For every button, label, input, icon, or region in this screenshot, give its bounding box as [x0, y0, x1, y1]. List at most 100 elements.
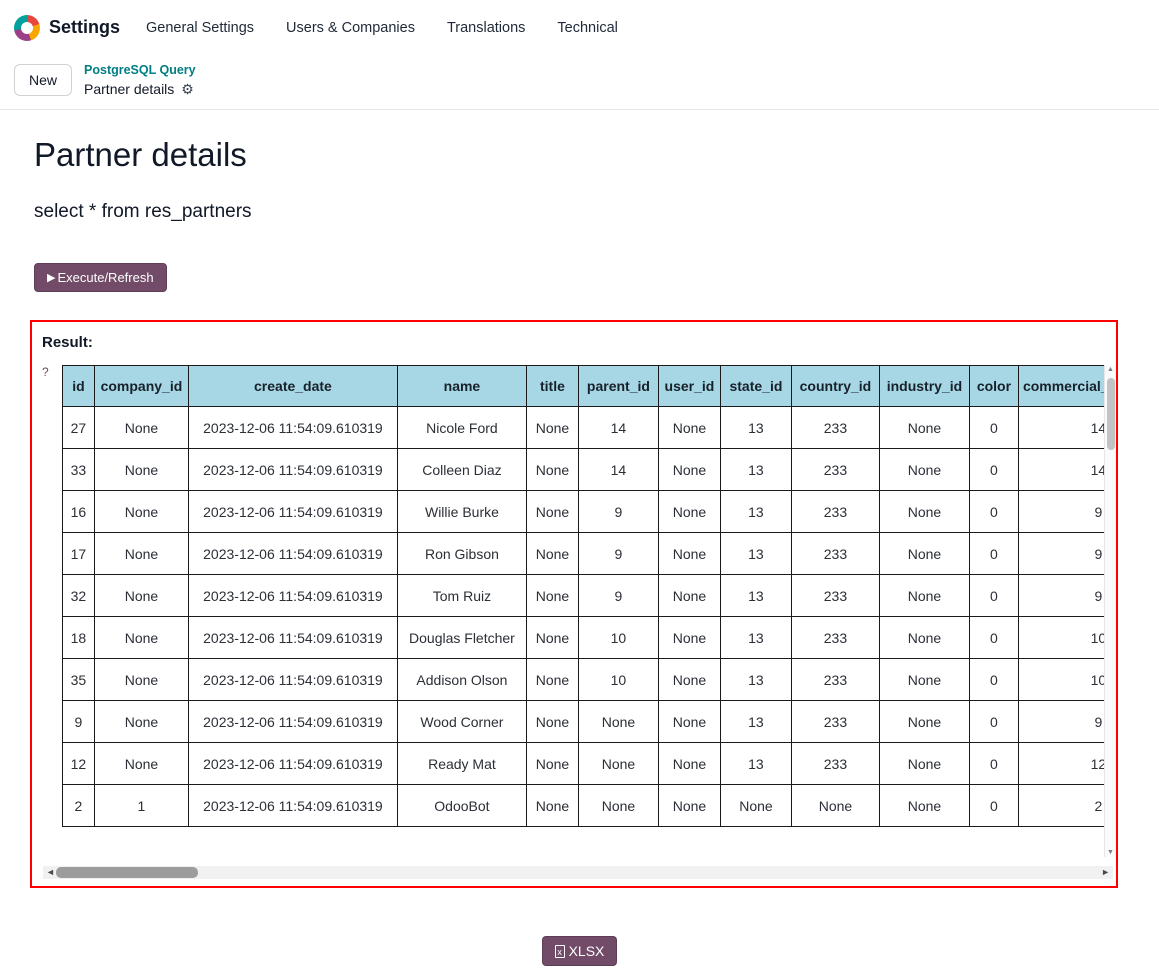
horizontal-scrollbar-thumb[interactable] [56, 867, 198, 879]
scroll-right-icon[interactable]: ► [1101, 867, 1110, 878]
scroll-left-icon[interactable]: ◄ [46, 867, 55, 878]
column-header: company_id [93, 365, 189, 408]
table-cell: 2 [1017, 784, 1107, 828]
table-cell: Wood Corner [396, 700, 527, 744]
table-cell: None [525, 448, 579, 492]
help-icon[interactable]: ? [42, 365, 49, 380]
table-row: 2 1 2023-12-06 11:54:09.610319 OdooBot None N… [61, 784, 1107, 828]
app-brand[interactable]: Settings [14, 14, 121, 41]
table-cell: None [657, 700, 721, 744]
table-cell: 13 [719, 532, 792, 576]
column-header: country_id [790, 365, 880, 408]
menu-item-translations[interactable]: Translations [446, 19, 526, 36]
table-cell: 2023-12-06 11:54:09.610319 [187, 784, 398, 828]
column-header: title [525, 365, 579, 408]
column-header: user_id [657, 365, 721, 408]
table-cell: 10 [577, 658, 659, 702]
scroll-down-icon[interactable]: ▼ [1107, 849, 1114, 857]
table-cell: 233 [790, 490, 880, 534]
menu-item-technical[interactable]: Technical [557, 19, 618, 36]
table-cell: 9 [577, 574, 659, 618]
table-cell: 13 [719, 490, 792, 534]
table-cell: None [719, 784, 792, 828]
column-header: name [396, 365, 527, 408]
table-cell: None [577, 700, 659, 744]
table-cell: 233 [790, 658, 880, 702]
column-header: id [61, 365, 95, 408]
breadcrumb-current: Partner details [84, 81, 175, 98]
table-cell: 233 [790, 448, 880, 492]
column-header: create_date [187, 365, 398, 408]
table-cell: None [878, 448, 970, 492]
table-cell: 0 [968, 490, 1019, 534]
table-cell: None [878, 700, 970, 744]
table-cell: 10 [1017, 616, 1107, 660]
table-cell: 2023-12-06 11:54:09.610319 [187, 532, 398, 576]
table-cell: 17 [61, 532, 95, 576]
menu-item-users-companies[interactable]: Users & Companies [286, 19, 415, 36]
execute-refresh-button[interactable]: ▶ Execute/Refresh [34, 263, 167, 293]
table-cell: 16 [61, 490, 95, 534]
menu-item-general-settings[interactable]: General Settings [146, 19, 255, 36]
scroll-up-icon[interactable]: ▲ [1107, 366, 1114, 374]
table-cell: 2023-12-06 11:54:09.610319 [187, 658, 398, 702]
table-cell: 233 [790, 406, 880, 450]
table-cell: 1 [93, 784, 189, 828]
app-name: Settings [49, 17, 121, 37]
table-cell: 0 [968, 532, 1019, 576]
column-header: industry_id [878, 365, 970, 408]
table-row: 12 None 2023-12-06 11:54:09.610319 Ready Ma… [61, 742, 1107, 786]
table-cell: None [525, 742, 579, 786]
table-cell: 9 [1017, 574, 1107, 618]
new-button[interactable]: New [14, 64, 73, 97]
table-cell: Tom Ruiz [396, 574, 527, 618]
gear-icon[interactable]: ⚙ [181, 81, 194, 98]
table-cell: None [878, 406, 970, 450]
table-cell: Colleen Diaz [396, 448, 527, 492]
vertical-scrollbar-thumb[interactable] [1107, 378, 1115, 451]
table-cell: 233 [790, 574, 880, 618]
table-cell: 13 [719, 616, 792, 660]
table-cell: 35 [61, 658, 95, 702]
table-cell: 9 [1017, 490, 1107, 534]
footer-actions: x XLSX [34, 936, 1125, 967]
table-cell: 14 [577, 448, 659, 492]
table-cell: 0 [968, 574, 1019, 618]
table-cell: 233 [790, 616, 880, 660]
table-cell: OdooBot [396, 784, 527, 828]
column-header: state_id [719, 365, 792, 408]
horizontal-scrollbar[interactable]: ◄ ► [43, 866, 1113, 880]
table-cell: 233 [790, 742, 880, 786]
table-cell: None [525, 616, 579, 660]
page-title: Partner details [34, 136, 247, 174]
table-cell: 9 [61, 700, 95, 744]
vertical-scrollbar[interactable]: ▲ ▼ [1104, 365, 1116, 858]
table-cell: None [525, 574, 579, 618]
table-cell: None [525, 784, 579, 828]
table-cell: None [93, 616, 189, 660]
table-cell: None [93, 532, 189, 576]
xlsx-export-button[interactable]: x XLSX [541, 936, 618, 967]
sql-query-text: select * from res_partners [34, 201, 252, 223]
table-cell: 2023-12-06 11:54:09.610319 [187, 406, 398, 450]
table-cell: None [525, 490, 579, 534]
result-label: Result: [42, 334, 93, 352]
table-cell: 0 [968, 616, 1019, 660]
table-cell: None [525, 532, 579, 576]
table-cell: None [93, 490, 189, 534]
table-cell: 2023-12-06 11:54:09.610319 [187, 448, 398, 492]
table-cell: 2023-12-06 11:54:09.610319 [187, 742, 398, 786]
table-cell: None [657, 784, 721, 828]
table-header-row: id company_id create_date name title parent_i… [61, 365, 1107, 408]
breadcrumb-parent-link[interactable]: PostgreSQL Query [84, 63, 196, 77]
table-cell: 10 [1017, 658, 1107, 702]
table-cell: 0 [968, 658, 1019, 702]
table-cell: None [525, 658, 579, 702]
table-row: 35 None 2023-12-06 11:54:09.610319 Addison … [61, 658, 1107, 702]
breadcrumb: PostgreSQL Query Partner details ⚙ [84, 61, 196, 99]
table-cell: 13 [719, 700, 792, 744]
table-cell: 0 [968, 742, 1019, 786]
result-panel: Result: ? id company_id create_date name tit… [30, 320, 1118, 889]
table-cell: 14 [577, 406, 659, 450]
result-table-zone: id company_id create_date name title parent_i… [61, 365, 1116, 858]
